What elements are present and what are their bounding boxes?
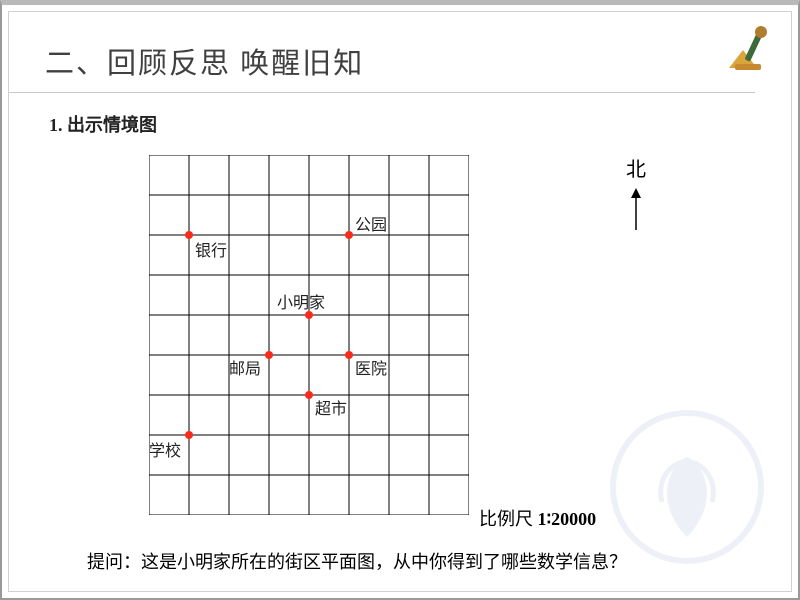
map-point-bank: [185, 231, 193, 239]
map-label-bank: 银行: [195, 237, 227, 261]
map-label-school: 学校: [149, 437, 181, 461]
map-label-home: 小明家: [277, 289, 325, 313]
map-point-market: [305, 391, 313, 399]
subtitle: 1. 出示情境图: [49, 111, 751, 137]
map-label-market: 超市: [315, 395, 347, 419]
scale-label: 比例尺 1∶20000: [479, 505, 596, 531]
map-point-hospital: [345, 351, 353, 359]
slide-frame: 二、回顾反思 唤醒旧知 1. 出示情境图 北 银行公园小明家邮局医院超市学校 比…: [8, 11, 792, 592]
content-area: 1. 出示情境图 北 银行公园小明家邮局医院超市学校 比例尺 1∶20000 提…: [9, 93, 791, 137]
map-point-post: [265, 351, 273, 359]
north-label: 北: [626, 153, 646, 182]
map-label-park: 公园: [355, 211, 387, 235]
header: 二、回顾反思 唤醒旧知: [9, 12, 755, 93]
corner-decoration-icon: [723, 20, 779, 76]
compass-north: 北: [626, 153, 646, 232]
map-label-post: 邮局: [229, 355, 261, 379]
watermark-icon: [607, 407, 767, 567]
map-point-school: [185, 431, 193, 439]
scale-prefix: 比例尺: [479, 509, 533, 529]
north-arrow-icon: [628, 188, 644, 232]
question-text: 提问：这是小明家所在的街区平面图，从中你得到了哪些数学信息？: [87, 548, 627, 574]
map-label-hospital: 医院: [355, 355, 387, 379]
scale-ratio: 1∶20000: [538, 509, 597, 529]
grid-lines: [149, 155, 469, 515]
map-grid: 银行 公园小明家邮局 医院超市学校: [149, 155, 469, 515]
page-title: 二、回顾反思 唤醒旧知: [45, 40, 719, 82]
map-point-park: [345, 231, 353, 239]
